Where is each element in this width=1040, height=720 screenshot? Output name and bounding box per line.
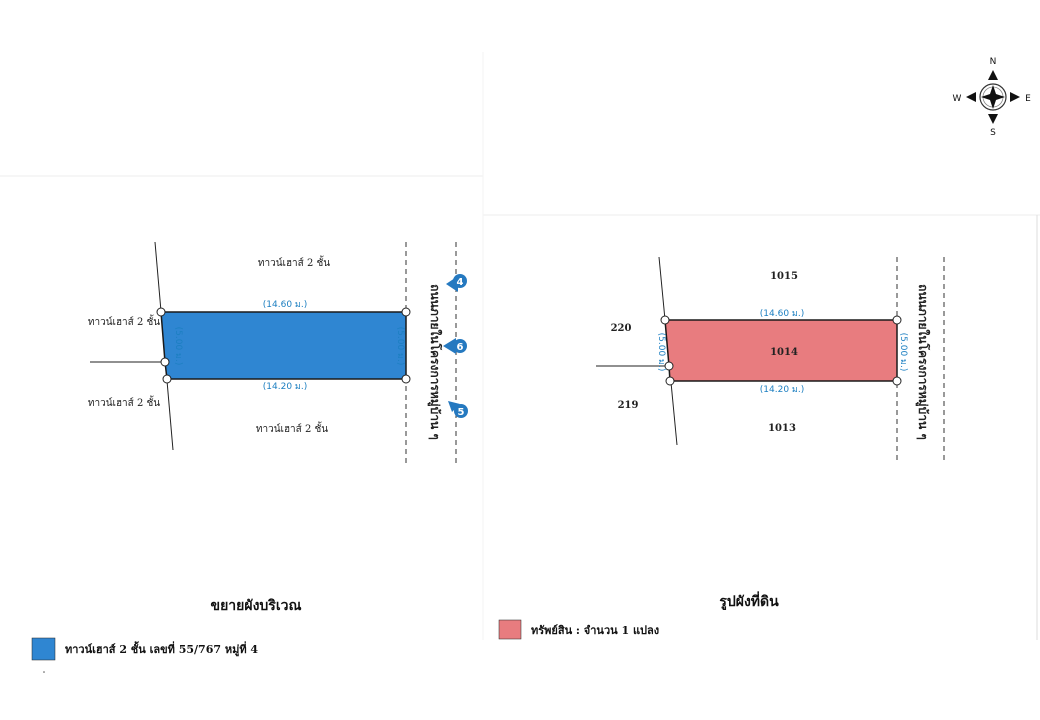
road-name-label: ถนนภายในโครงการหมู่บ้าน ๆ (427, 284, 443, 440)
plot-corner (162, 374, 172, 384)
compass-north-label: N (990, 57, 997, 67)
road-name-label: ถนนภายในโครงการหมู่บ้าน ๆ (915, 284, 931, 440)
plot-right-dimension: (5.00 ม.) (898, 333, 908, 372)
neighbor-south-parcel: 1013 (768, 423, 796, 434)
plot-bottom-dimension: (14.20 ม.) (760, 385, 804, 395)
plot-corner (665, 376, 675, 386)
plot-corner (664, 361, 674, 371)
photo-marker-number: 4 (457, 277, 464, 288)
legend-label-townhouse: ทาวน์เฮาส์ 2 ชั้น เลขที่ 55/767 หมู่ที่ … (65, 641, 258, 657)
plot-left-dimension: (5.00 ม.) (656, 333, 666, 372)
plot-top-dimension: (14.60 ม.) (760, 309, 804, 319)
legend-label-property: ทรัพย์สิน : จำนวน 1 แปลง (531, 624, 659, 637)
photo-marker-number: 5 (458, 407, 465, 418)
plot-corner (401, 307, 411, 317)
plot-corner (660, 315, 670, 325)
photo-marker-6[interactable]: 6 (443, 338, 467, 354)
plot-corner (156, 307, 166, 317)
neighbor-south-label: ทาวน์เฮาส์ 2 ชั้น (256, 421, 328, 435)
plot-corner (892, 315, 902, 325)
legend-swatch-red (498, 619, 522, 640)
property-plot (160, 311, 407, 380)
neighbor-west-lower-label: ทาวน์เฮาส์ 2 ชั้น (88, 395, 160, 409)
plot-bottom-dimension: (14.20 ม.) (263, 382, 307, 392)
plot-right-dimension: (5.00 ม.) (395, 327, 405, 366)
neighbor-west-upper-parcel: 220 (611, 323, 632, 334)
compass-west-label: W (953, 94, 962, 104)
neighbor-north-parcel: 1015 (770, 271, 798, 282)
photo-marker-5[interactable]: 5 (448, 401, 468, 418)
plot-corner (892, 376, 902, 386)
plot-corner (160, 357, 170, 367)
neighbor-west-lower-parcel: 219 (618, 400, 639, 411)
compass-east-label: E (1025, 94, 1031, 104)
parcel-number: 1014 (770, 347, 798, 358)
land-plan-title: รูปผังที่ดิน (719, 591, 779, 610)
compass-south-label: S (990, 128, 996, 138)
plot-corner (401, 374, 411, 384)
plot-left-dimension: (5.00 ม.) (173, 327, 183, 366)
photo-marker-number: 6 (457, 342, 464, 353)
site-plan-title: ขยายผังบริเวณ (211, 598, 302, 614)
neighbor-west-upper-label: ทาวน์เฮาส์ 2 ชั้น (88, 314, 160, 328)
compass-rose-icon: N S E W (953, 57, 1032, 138)
land-parcel (664, 319, 898, 382)
neighbor-north-label: ทาวน์เฮาส์ 2 ชั้น (258, 255, 330, 269)
left-site-plan: (14.60 ม.) (14.20 ม.) (5.00 ม.) (5.00 ม.… (31, 241, 468, 661)
photo-marker-4[interactable]: 4 (446, 274, 467, 292)
right-land-plan: 1014 (14.60 ม.) (14.20 ม.) (5.00 ม.) (5.… (498, 256, 945, 640)
legend-swatch-blue (31, 637, 56, 661)
plot-top-dimension: (14.60 ม.) (263, 300, 307, 310)
